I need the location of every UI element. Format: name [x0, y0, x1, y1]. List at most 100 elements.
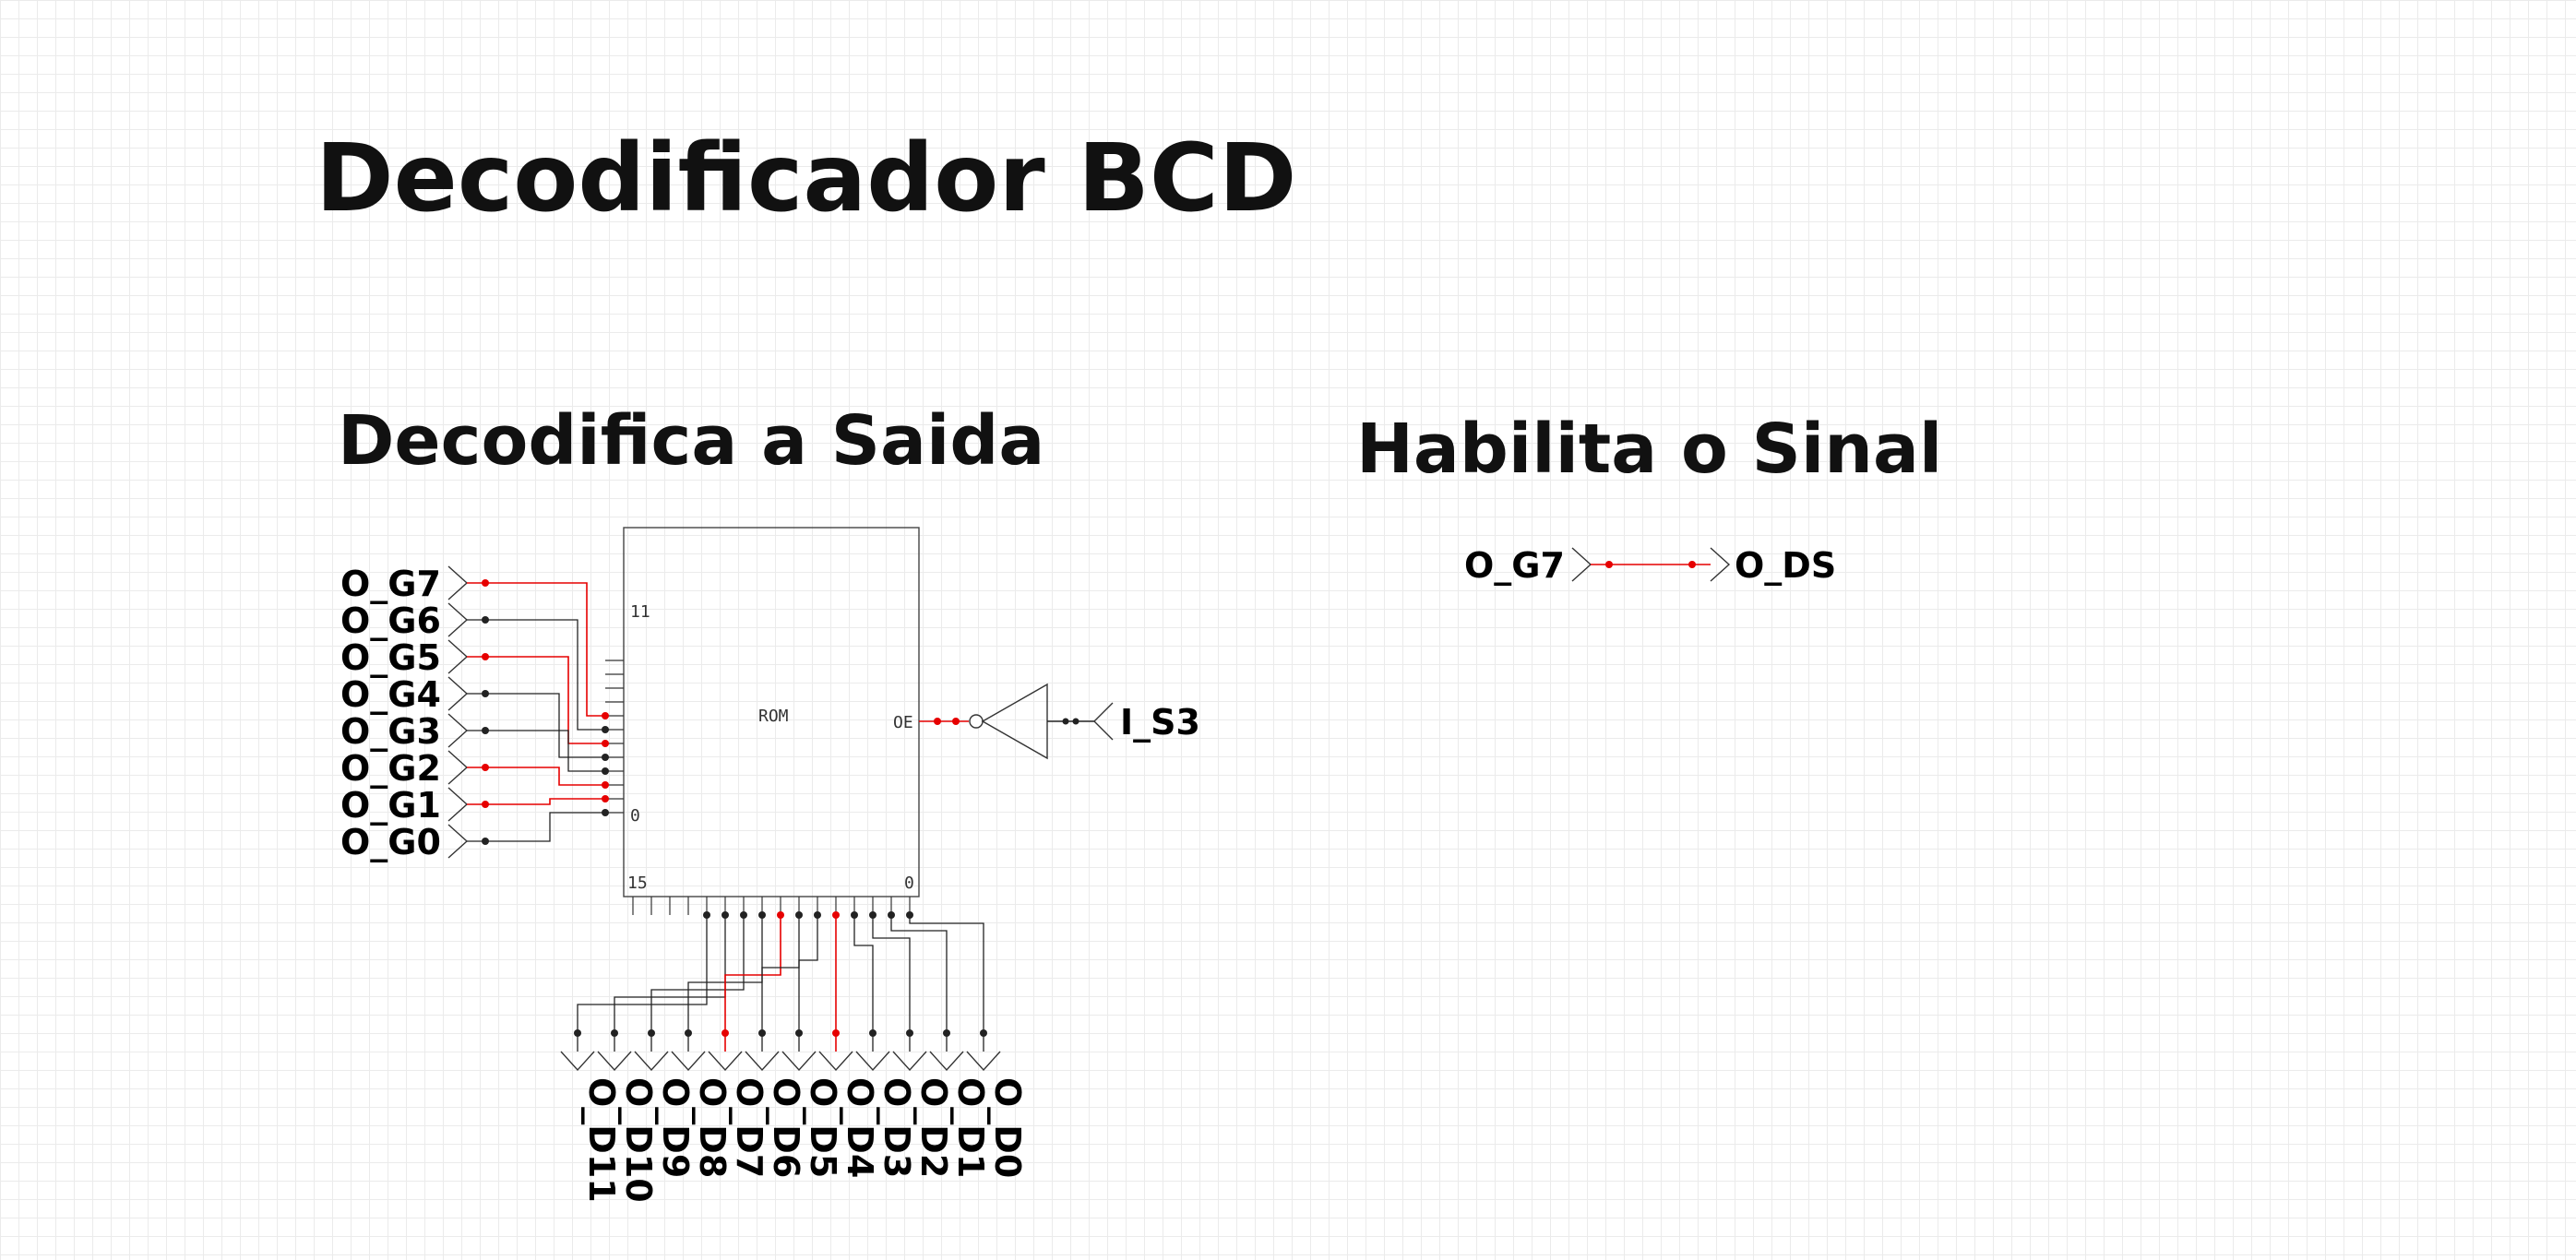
input-pin[interactable]: O_G5	[340, 637, 609, 747]
input-pin-shape[interactable]	[447, 676, 469, 711]
output-pin-shape[interactable]	[560, 1051, 595, 1072]
data-junction	[740, 911, 747, 919]
output-pin-label: O_D9	[655, 1077, 696, 1178]
output-pin[interactable]: O_D8	[671, 911, 766, 1178]
enable-section-title: Habilita o Sinal	[1356, 410, 1942, 489]
passthrough-input-pin[interactable]	[1571, 547, 1592, 582]
input-pin[interactable]: O_G2	[340, 748, 609, 789]
input-junction	[482, 616, 489, 624]
address-junction	[602, 809, 609, 816]
input-pin-shape[interactable]	[447, 787, 469, 822]
input-pin-label: O_G3	[340, 711, 441, 752]
input-pin-label: O_G4	[340, 674, 441, 715]
output-pin[interactable]: O_D6	[745, 911, 806, 1178]
output-pin-shape[interactable]	[597, 1051, 632, 1072]
output-pin[interactable]: O_D9	[634, 911, 747, 1178]
data-junction	[869, 911, 877, 919]
output-pin[interactable]: O_D1	[888, 911, 991, 1178]
input-pin[interactable]: O_G1	[340, 785, 609, 826]
rom-data-right-label: 0	[904, 874, 914, 893]
output-pin[interactable]: O_D5	[781, 911, 843, 1178]
output-pin-label: O_D10	[618, 1077, 659, 1203]
output-pin[interactable]: O_D3	[851, 911, 917, 1178]
input-pin-shape[interactable]	[447, 824, 469, 859]
output-pin[interactable]: O_D7	[708, 911, 784, 1178]
output-junction	[832, 1029, 840, 1037]
rom-label: ROM	[758, 707, 789, 726]
rom-address-bottom-label: 0	[630, 806, 640, 826]
passthrough-output-pin[interactable]	[1710, 547, 1731, 582]
input-pin-shape[interactable]	[447, 565, 469, 600]
output-pin[interactable]: O_D0	[906, 911, 1028, 1178]
rom-oe-label: OE	[893, 713, 913, 732]
output-wire	[577, 915, 708, 1052]
input-junction	[482, 653, 489, 660]
input-junction	[482, 727, 489, 734]
output-pin-shape[interactable]	[929, 1051, 964, 1072]
input-pin[interactable]: O_G7	[340, 564, 609, 719]
output-pin-shape[interactable]	[634, 1051, 669, 1072]
address-junction	[602, 712, 609, 719]
input-pin-label: O_G7	[340, 564, 441, 604]
output-pin[interactable]: O_D4	[818, 911, 880, 1178]
passthrough-junction	[1688, 561, 1696, 568]
input-pin[interactable]: O_G0	[340, 809, 609, 862]
data-junction	[888, 911, 895, 919]
output-pin[interactable]: O_D2	[869, 911, 954, 1178]
oe-junction	[952, 718, 960, 725]
enable-circuit: I_S3	[919, 683, 1200, 760]
output-wire	[909, 915, 984, 1052]
not-gate[interactable]	[981, 683, 1048, 760]
output-pin-shape[interactable]	[671, 1051, 706, 1072]
output-pin-shape[interactable]	[708, 1051, 743, 1072]
data-junction	[777, 911, 784, 919]
output-pin[interactable]: O_D11	[560, 911, 710, 1203]
output-pin-shape[interactable]	[892, 1051, 927, 1072]
output-junction	[722, 1029, 729, 1037]
input-pin-label: O_G6	[340, 600, 441, 641]
output-wire	[761, 915, 800, 1052]
rom-component[interactable]: ROM OE 11 0 15 0	[623, 527, 920, 897]
output-pin-label: O_D6	[766, 1077, 806, 1178]
address-junction	[602, 795, 609, 802]
output-pin-shape[interactable]	[966, 1051, 1001, 1072]
input-pin[interactable]: O_G4	[340, 674, 609, 761]
input-junction	[482, 838, 489, 845]
output-pin-label: O_D0	[987, 1077, 1028, 1178]
input-pin-shape[interactable]	[447, 639, 469, 674]
input-pin-label: O_G0	[340, 822, 441, 862]
not-gate-bubble	[969, 714, 984, 729]
output-pin-shape[interactable]	[818, 1051, 853, 1072]
output-pin-label: O_D1	[950, 1077, 991, 1178]
input-pin-shape[interactable]	[447, 750, 469, 785]
rom-body[interactable]	[623, 527, 920, 897]
input-pin-shape[interactable]	[447, 713, 469, 748]
input-wire	[467, 656, 605, 744]
output-junction	[611, 1029, 618, 1037]
output-pin-shape[interactable]	[745, 1051, 780, 1072]
rom-data-pins	[632, 897, 911, 915]
output-wire	[798, 915, 818, 1052]
input-pins-group: O_G7O_G6O_G5O_G4O_G3O_G2O_G1O_G0	[340, 564, 609, 862]
output-pin-shape[interactable]	[855, 1051, 890, 1072]
output-junction	[980, 1029, 987, 1037]
input-wire	[467, 730, 605, 772]
input-pin-shape[interactable]	[1093, 702, 1114, 741]
data-junction	[851, 911, 858, 919]
input-pin[interactable]: O_G6	[340, 600, 609, 733]
address-junction	[602, 740, 609, 747]
output-junction	[574, 1029, 581, 1037]
input-pin-shape[interactable]	[447, 602, 469, 637]
output-junction	[795, 1029, 803, 1037]
output-pin[interactable]: O_D10	[597, 911, 729, 1203]
output-pin-shape[interactable]	[781, 1051, 817, 1072]
address-junction	[602, 754, 609, 761]
input-wire	[467, 767, 605, 786]
output-junction	[758, 1029, 766, 1037]
output-junction	[648, 1029, 655, 1037]
data-junction	[758, 911, 766, 919]
data-junction	[832, 911, 840, 919]
address-junction	[602, 781, 609, 789]
input-pin[interactable]: O_G3	[340, 711, 609, 775]
